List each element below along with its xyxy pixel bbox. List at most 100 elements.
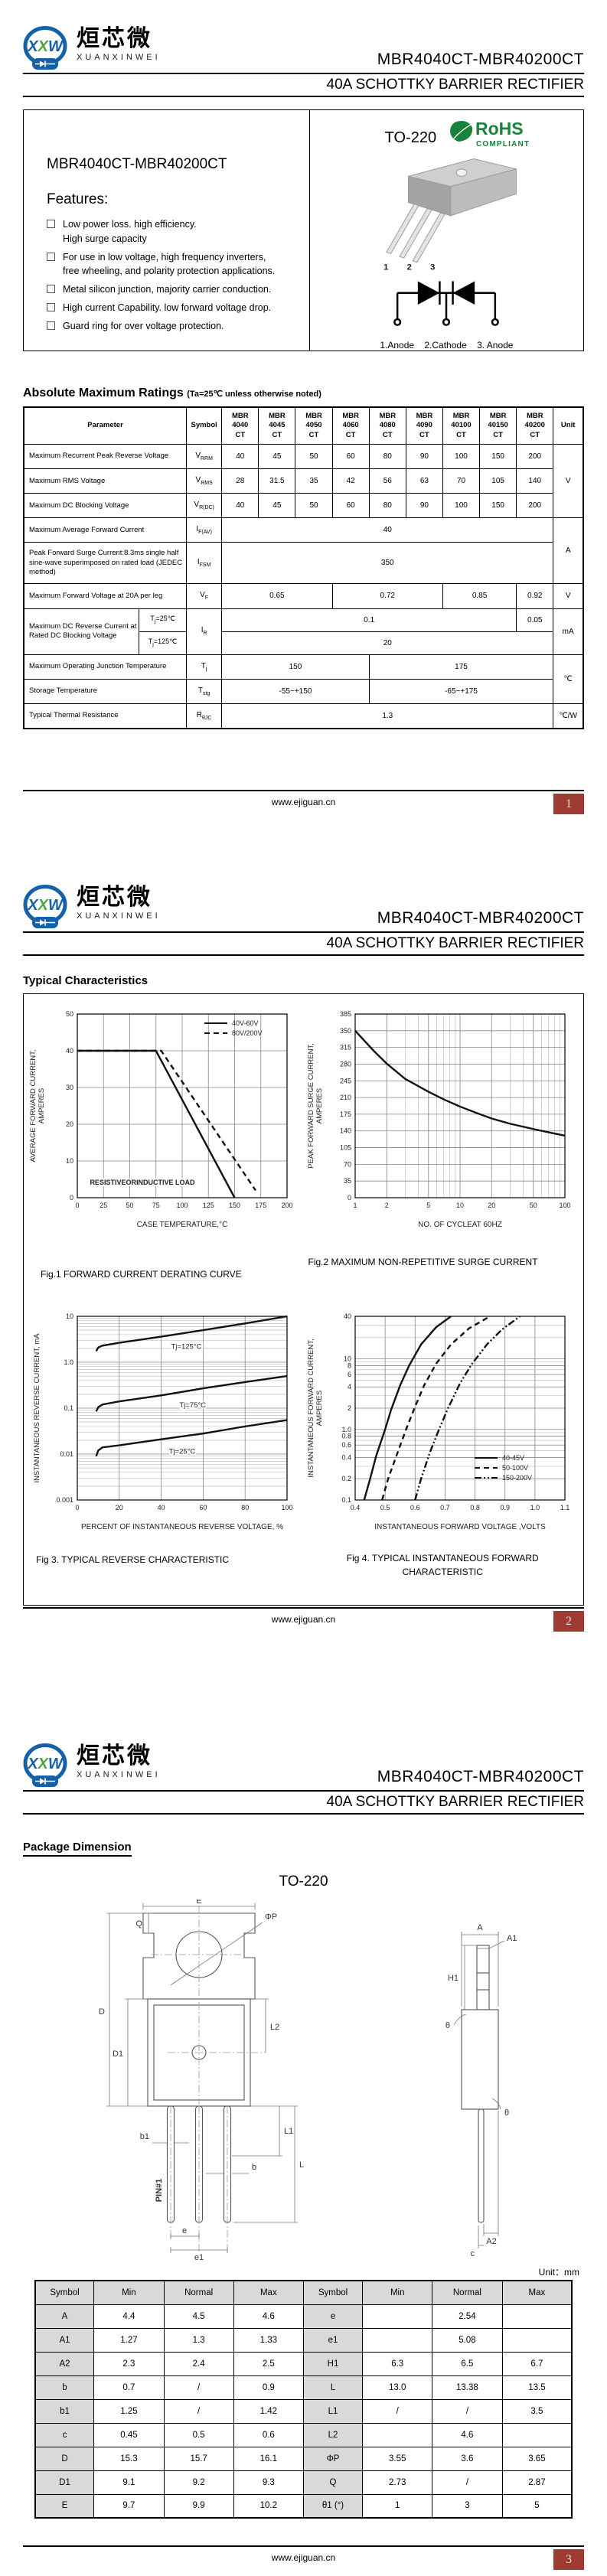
svg-text:Tj=125°C: Tj=125°C: [171, 1343, 201, 1352]
dim-label-e: e: [181, 2226, 186, 2235]
svg-text:RESISTIVEORINDUCTIVE LOAD: RESISTIVEORINDUCTIVE LOAD: [90, 1179, 195, 1186]
svg-text:100: 100: [281, 1504, 292, 1511]
fig1-forward-current-derating: 0 25 50 75 100 125 150 175 200 0 10 20 30 40 50 RESISTI…: [29, 1010, 293, 1229]
svg-text:315: 315: [340, 1044, 351, 1052]
checkbox-icon: [47, 220, 55, 228]
features-list: Low power loss. high efficiency. High sur…: [47, 217, 303, 333]
svg-text:20: 20: [116, 1504, 123, 1511]
diode-glyph-icon: [35, 1778, 55, 1785]
header-rule-top: [23, 73, 584, 74]
dim-label-A2: A2: [486, 2237, 496, 2246]
svg-text:0.6: 0.6: [410, 1504, 420, 1511]
svg-text:6: 6: [348, 1371, 351, 1378]
svg-text:0.6: 0.6: [342, 1441, 352, 1449]
brand-logo: XXW 烜芯微 XUANXINWEI: [23, 26, 161, 70]
table-row: A 4.4 4.5 4.6 e 2.54: [34, 2304, 573, 2329]
table-row: b1 1.25/1.42 L1//3.5: [34, 2398, 573, 2424]
svg-text:0.1: 0.1: [64, 1404, 73, 1412]
table-row: Storage Temperature Tstg -55~+150 -65~+175: [23, 678, 583, 704]
svg-text:0.7: 0.7: [440, 1504, 450, 1511]
svg-text:XXW: XXW: [27, 1756, 64, 1772]
svg-text:INSTANTANEOUS FORWARD VOLTAG: INSTANTANEOUS FORWARD VOLTAGE ,VOLTS: [374, 1523, 546, 1531]
svg-text:CASE TEMPERATURE,°C: CASE TEMPERATURE,°C: [136, 1221, 227, 1229]
table-row: D1 9.1 9.2 9.3 Q 2.73/2.87: [34, 2470, 573, 2495]
svg-text:150-200V: 150-200V: [502, 1474, 532, 1482]
svg-text:0: 0: [348, 1194, 351, 1202]
svg-text:350: 350: [340, 1027, 351, 1035]
svg-text:0.2: 0.2: [342, 1475, 352, 1482]
fig2-surge-chart: 1 2 5 10 20 50 100 0 35 70 105 140 175 210 245 280 315 35…: [307, 1003, 577, 1237]
svg-text:0: 0: [75, 1202, 79, 1209]
svg-text:RoHS: RoHS: [475, 119, 524, 139]
fig4-typical-instantaneous-forward: 0.4 0.5 0.6 0.7 0.8 0.9 1.0 1.10.10.20.40.60.81…: [307, 1312, 569, 1531]
svg-text:0: 0: [70, 1194, 73, 1202]
footer-url: www.ejiguan.cn: [271, 797, 336, 807]
product-title: MBR4040CT-MBR40200CT: [47, 156, 227, 172]
page-number-badge: 1: [553, 794, 584, 814]
checkbox-icon: [47, 285, 55, 293]
svg-text:35: 35: [344, 1177, 351, 1185]
brand-name-en: XUANXINWEI: [77, 53, 161, 62]
svg-text:INSTANTANEOUS FORWARD CURRENT,: INSTANTANEOUS FORWARD CURRENT,AMPERES: [308, 1339, 324, 1477]
brand-name-en: XUANXINWEI: [77, 1770, 161, 1779]
brand-name-en: XUANXINWEI: [77, 911, 161, 921]
table-row: A2 2.3 2.4 2.5 H1 6.3 6.5 6.7: [34, 2351, 573, 2376]
fig2-caption: Fig.2 MAXIMUM NON-REPETITIVE SURGE CURRE…: [308, 1257, 538, 1267]
rohs-compliant-badge: RoHS COMPLIANT: [450, 119, 529, 148]
dim-label-Q: Q: [135, 1919, 142, 1929]
svg-text:80: 80: [241, 1504, 249, 1511]
leaf-icon: [450, 120, 473, 142]
svg-text:2: 2: [348, 1404, 351, 1412]
svg-text:10: 10: [344, 1355, 351, 1363]
svg-text:50: 50: [530, 1202, 537, 1209]
feature-item: Metal silicon junction, majority carrier…: [47, 282, 303, 297]
svg-text:XXW: XXW: [27, 897, 64, 914]
svg-text:20: 20: [66, 1120, 73, 1128]
pin-numbers: 1 2 3: [383, 262, 443, 272]
svg-text:140: 140: [340, 1127, 351, 1135]
svg-text:25: 25: [100, 1202, 107, 1209]
svg-text:Tj=25°C: Tj=25°C: [168, 1447, 195, 1456]
page-footer: www.ejiguan.cn 1: [23, 790, 584, 814]
dim-label-pin1: PIN#1: [155, 2179, 164, 2203]
dim-label-L1: L1: [284, 2127, 293, 2136]
datasheet-page-1: XXW 烜芯微 XUANXINWEI MBR4040CT-MBR40200CT …: [0, 0, 607, 859]
brand-name-cn: 烜芯微: [77, 1743, 152, 1769]
svg-text:280: 280: [340, 1060, 351, 1068]
brand-logo: XXW 烜芯微 XUANXINWEI: [23, 1743, 161, 1788]
svg-text:0.1: 0.1: [342, 1496, 352, 1504]
svg-text:AVERAGE FORWARD CURRENT,AMPERE: AVERAGE FORWARD CURRENT,AMPERES: [30, 1049, 46, 1162]
svg-text:0.5: 0.5: [380, 1504, 390, 1511]
brand-logo-icon: XXW: [23, 1743, 67, 1787]
svg-text:1.0: 1.0: [342, 1426, 352, 1433]
footer-url: www.ejiguan.cn: [271, 2552, 336, 2563]
svg-text:40-45V: 40-45V: [502, 1454, 524, 1462]
checkbox-icon: [47, 302, 55, 311]
page-header: XXW 烜芯微 XUANXINWEI MBR4040CT-MBR40200CT …: [23, 1743, 584, 1815]
fig4-forward-chart: 0.4 0.5 0.6 0.7 0.8 0.9 1.0 1.1 0.1 0.2 0.4 0.6 0.8 1…: [307, 1306, 577, 1539]
page-number-badge: 3: [553, 2549, 584, 2570]
dim-label-L2: L2: [270, 2023, 279, 2032]
svg-text:0.001: 0.001: [56, 1496, 73, 1504]
doc-title: MBR4040CT-MBR40200CT: [377, 909, 584, 927]
fig2-max-non-repetitive-surge: 1 2 5 10 20 50 100 0 35 70 105 140 175 210 245 280 315 35…: [307, 1010, 571, 1229]
dim-label-A: A: [477, 1923, 483, 1932]
table-row: A1 1.27 1.3 1.33 e1 5.08: [34, 2327, 573, 2353]
svg-text:10: 10: [66, 1157, 73, 1165]
svg-text:10: 10: [456, 1202, 464, 1209]
package-dimension-heading: Package Dimension: [23, 1841, 132, 1857]
features-heading: Features:: [47, 191, 109, 207]
svg-text:0.01: 0.01: [60, 1450, 73, 1458]
table-row: b 0.7/0.9 L 13.0 13.38 13.5: [34, 2375, 573, 2400]
svg-text:40: 40: [66, 1047, 73, 1055]
svg-text:60: 60: [199, 1504, 207, 1511]
data-table: Parameter Symbol MBR 4040 CT MBR 4045 CT MBR…: [23, 406, 584, 729]
diode-glyph-icon: [35, 919, 55, 926]
svg-text:2: 2: [385, 1202, 389, 1209]
svg-text:210: 210: [340, 1094, 351, 1101]
svg-text:0.8: 0.8: [342, 1433, 352, 1440]
svg-text:INSTANTANEOUS REVERSE CURREN: INSTANTANEOUS REVERSE CURRENT, mA: [33, 1333, 41, 1483]
svg-text:70: 70: [344, 1160, 351, 1168]
brand-name-cn: 烜芯微: [77, 885, 152, 910]
pin-legend: 1.Anode 2.Cathode 3. Anode: [380, 340, 514, 351]
